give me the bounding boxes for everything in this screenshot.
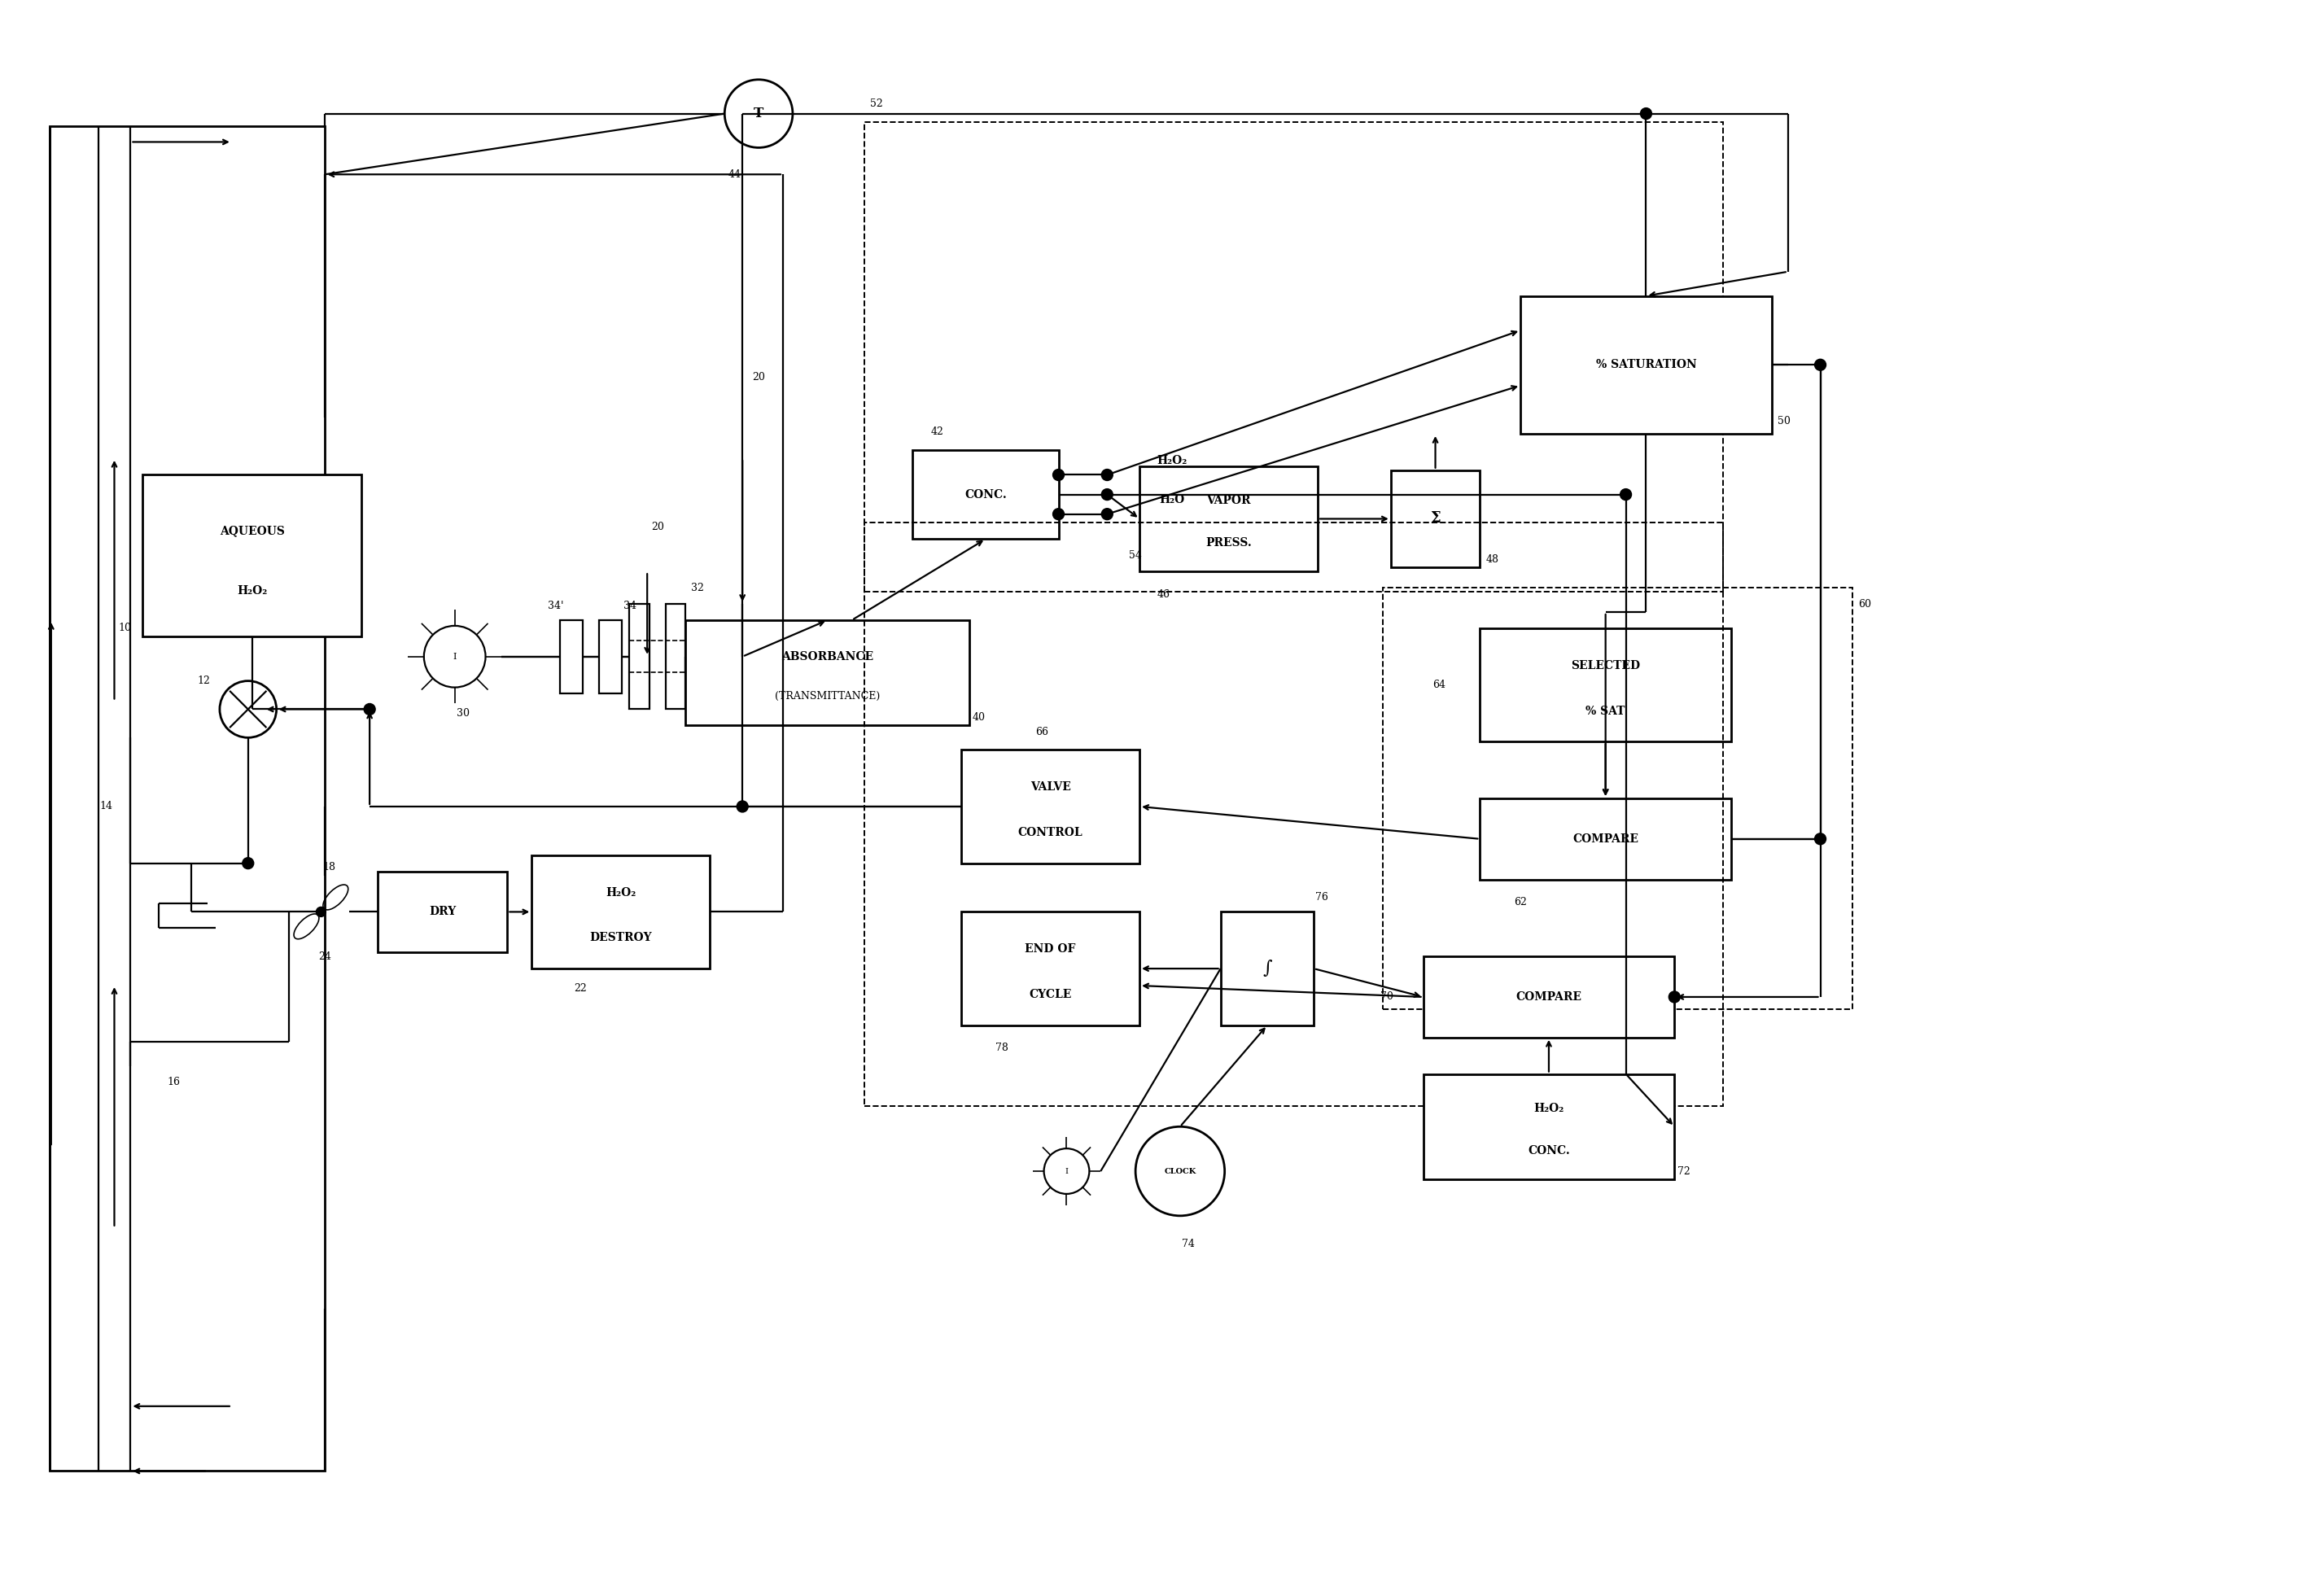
Text: 42: 42 (930, 426, 943, 437)
Text: VAPOR: VAPOR (1208, 495, 1252, 506)
Text: DRY: DRY (429, 907, 457, 918)
Text: 14: 14 (100, 801, 114, 812)
Text: CONTROL: CONTROL (1018, 827, 1083, 838)
Text: I: I (1064, 1168, 1069, 1175)
Bar (1423, 956, 1674, 1037)
Circle shape (364, 704, 376, 715)
Circle shape (1620, 488, 1632, 500)
Text: SELECTED: SELECTED (1572, 661, 1641, 672)
Circle shape (1101, 469, 1113, 480)
Bar (962, 750, 1140, 863)
Text: CONC.: CONC. (1528, 1146, 1569, 1157)
Text: 12: 12 (197, 675, 211, 686)
Bar (561, 621, 582, 693)
Text: H₂O₂: H₂O₂ (236, 586, 267, 597)
Bar (1391, 471, 1479, 568)
Text: PRESS.: PRESS. (1205, 538, 1252, 549)
Text: 78: 78 (994, 1042, 1008, 1053)
Text: 46: 46 (1157, 589, 1171, 600)
Text: (TRANSMITTANCE): (TRANSMITTANCE) (774, 691, 881, 701)
Text: DESTROY: DESTROY (589, 932, 651, 943)
Text: ABSORBANCE: ABSORBANCE (781, 651, 874, 662)
Text: 60: 60 (1859, 598, 1871, 610)
Text: CYCLE: CYCLE (1029, 990, 1071, 1001)
Circle shape (1052, 469, 1064, 480)
Bar (865, 523, 1722, 1106)
Bar (598, 621, 621, 693)
Bar (1382, 587, 1852, 1009)
Text: 62: 62 (1514, 897, 1528, 908)
Bar (1479, 798, 1732, 879)
Text: % SATURATION: % SATURATION (1595, 359, 1697, 370)
Bar (628, 603, 649, 709)
Bar (144, 474, 362, 637)
Text: ∫: ∫ (1263, 959, 1273, 977)
Circle shape (1669, 991, 1681, 1002)
Text: Σ: Σ (1430, 511, 1439, 527)
Text: % SAT: % SAT (1586, 705, 1625, 717)
Text: T: T (753, 107, 763, 121)
Text: 34: 34 (624, 600, 635, 611)
Bar (913, 450, 1059, 539)
Bar (49, 126, 325, 1472)
Text: 20: 20 (651, 522, 663, 531)
Text: 10: 10 (118, 622, 132, 634)
Text: 54: 54 (1129, 551, 1143, 560)
Text: 48: 48 (1486, 554, 1500, 565)
Text: 76: 76 (1314, 892, 1328, 903)
Bar (1222, 911, 1314, 1025)
Text: 18: 18 (322, 862, 336, 873)
Circle shape (243, 857, 253, 868)
Text: COMPARE: COMPARE (1516, 991, 1581, 1002)
Circle shape (1815, 833, 1827, 844)
Text: VALVE: VALVE (1029, 782, 1071, 793)
Text: 74: 74 (1182, 1238, 1194, 1250)
Bar (531, 855, 709, 969)
Circle shape (737, 801, 749, 812)
Text: 44: 44 (728, 169, 742, 180)
Text: 20: 20 (751, 372, 765, 383)
Text: 22: 22 (575, 983, 586, 994)
Text: 70: 70 (1379, 991, 1393, 1002)
Circle shape (1052, 509, 1064, 520)
Bar (665, 603, 686, 709)
Circle shape (1815, 359, 1827, 370)
Text: COMPARE: COMPARE (1572, 833, 1639, 844)
Text: 40: 40 (974, 712, 985, 723)
Text: 64: 64 (1433, 680, 1446, 689)
Text: I: I (452, 653, 457, 661)
Bar (1479, 629, 1732, 742)
Bar (865, 121, 1722, 592)
Text: 32: 32 (691, 583, 705, 594)
Text: 24: 24 (318, 951, 331, 962)
Text: END OF: END OF (1025, 943, 1076, 954)
Bar (686, 621, 969, 726)
Text: H₂O₂: H₂O₂ (605, 887, 635, 899)
Text: H₂O: H₂O (1159, 493, 1184, 506)
Text: CONC.: CONC. (964, 488, 1006, 500)
Text: 66: 66 (1036, 726, 1048, 737)
Circle shape (315, 907, 327, 916)
Circle shape (1101, 509, 1113, 520)
Text: 50: 50 (1778, 417, 1789, 426)
Text: 52: 52 (869, 99, 883, 109)
Text: H₂O₂: H₂O₂ (1157, 455, 1187, 466)
Text: 30: 30 (457, 709, 468, 718)
Text: AQUEOUS: AQUEOUS (220, 525, 285, 536)
Bar (1423, 1074, 1674, 1179)
Circle shape (1101, 488, 1113, 500)
Text: 16: 16 (167, 1077, 181, 1087)
Bar (1140, 466, 1319, 571)
Text: CLOCK: CLOCK (1164, 1168, 1196, 1175)
Bar (1521, 295, 1771, 434)
Bar (962, 911, 1140, 1025)
Circle shape (1641, 109, 1653, 120)
Bar (378, 871, 508, 953)
Text: 72: 72 (1678, 1167, 1690, 1176)
Text: H₂O₂: H₂O₂ (1535, 1103, 1565, 1114)
Text: 34': 34' (547, 600, 563, 611)
